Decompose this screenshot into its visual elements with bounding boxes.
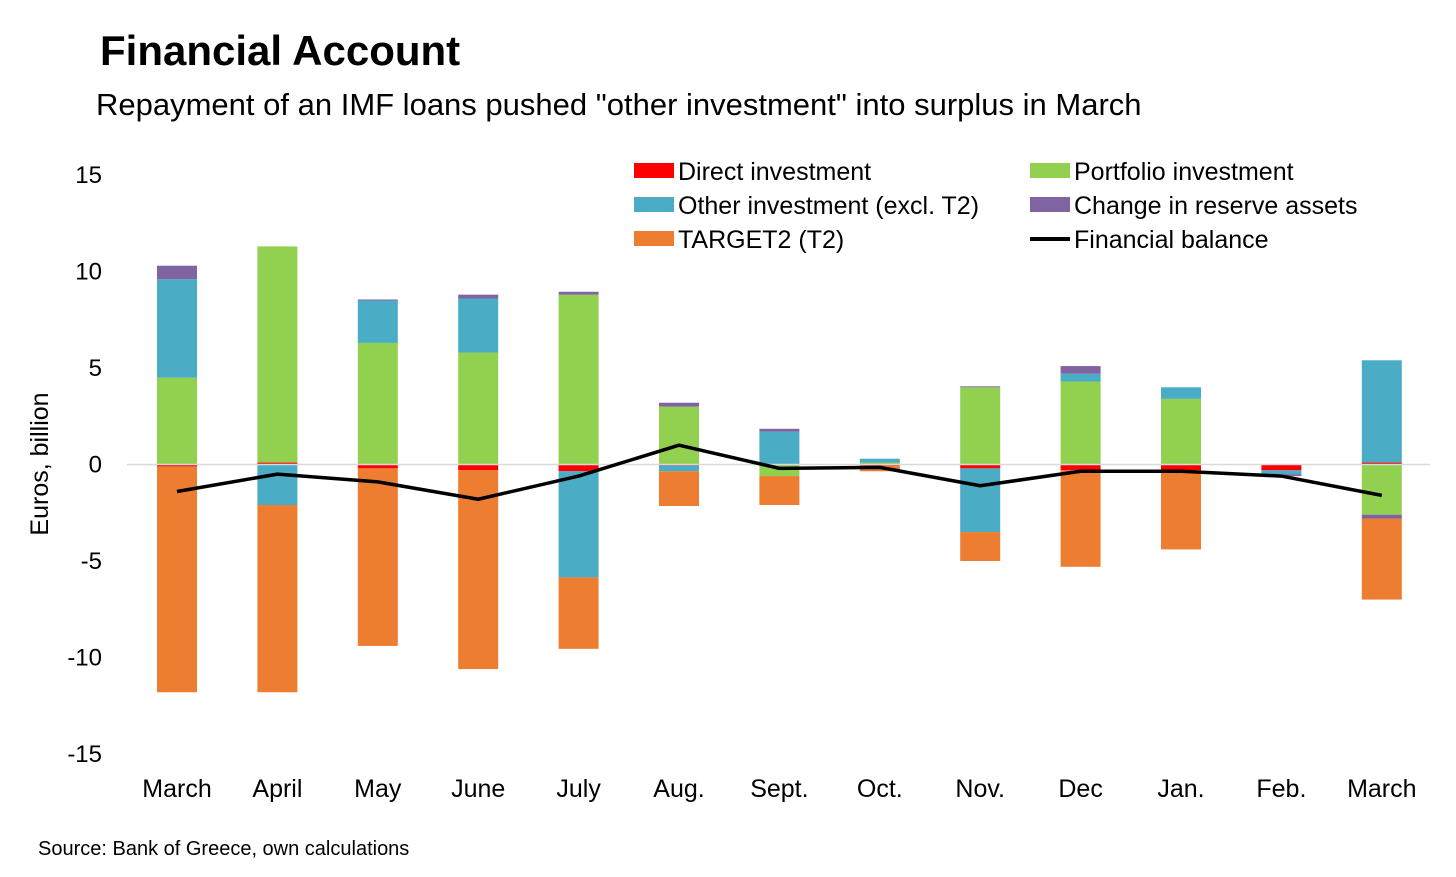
bar-portfolio-investment	[759, 464, 800, 477]
bar-target2-t2	[257, 505, 298, 693]
legend-label: TARGET2 (T2)	[678, 226, 844, 254]
bar-change-in-reserve-assets	[759, 428, 800, 432]
legend-label: Change in reserve assets	[1074, 192, 1357, 220]
x-tick-label: July	[556, 775, 601, 803]
y-tick-label: 5	[89, 355, 102, 382]
bar-portfolio-investment	[257, 246, 298, 463]
x-tick-label: April	[252, 775, 302, 803]
financial-balance-line-group	[176, 443, 1383, 501]
bar-other-investment-excl-t2	[257, 464, 298, 506]
bar-other-investment-excl-t2	[558, 471, 599, 578]
bar-target2-t2	[659, 471, 699, 506]
source-note: Source: Bank of Greece, own calculations	[38, 838, 410, 860]
bar-portfolio-investment	[1361, 464, 1402, 515]
bar-change-in-reserve-assets	[659, 402, 699, 407]
bar-change-in-reserve-assets	[1361, 514, 1402, 519]
bar-target2-t2	[1161, 470, 1201, 550]
x-tick-label: Aug.	[653, 775, 704, 803]
legend-label: Portfolio investment	[1074, 158, 1294, 186]
bar-direct-investment	[1060, 464, 1101, 471]
x-tick-label: March	[1347, 775, 1416, 803]
x-axis: March April May June July Aug. Sept. Oct. Nov. De…	[142, 775, 1416, 803]
y-tick-label: -10	[67, 645, 102, 672]
bar-portfolio-investment	[960, 387, 1001, 465]
bar-direct-investment	[1361, 462, 1402, 465]
bar-direct-investment	[157, 464, 197, 467]
x-tick-label: Jan.	[1157, 775, 1204, 803]
legend-swatch	[634, 163, 674, 178]
bar-direct-investment	[458, 464, 499, 471]
bar-change-in-reserve-assets	[1060, 366, 1101, 374]
bar-other-investment-excl-t2	[1361, 360, 1402, 463]
legend-label: Other investment (excl. T2)	[678, 192, 979, 220]
bar-other-investment-excl-t2	[458, 298, 499, 353]
bar-change-in-reserve-assets	[960, 386, 1001, 388]
bar-portfolio-investment	[659, 406, 699, 465]
legend-swatch	[1030, 163, 1070, 178]
bar-target2-t2	[558, 577, 599, 649]
financial-balance-line	[176, 443, 1383, 501]
bar-change-in-reserve-assets	[558, 291, 599, 295]
bar-portfolio-investment	[558, 294, 599, 465]
legend-label: Direct investment	[678, 158, 871, 186]
bar-other-investment-excl-t2	[357, 300, 398, 343]
y-tick-label: 0	[89, 452, 102, 479]
legend: Direct investment Portfolio investment Oth…	[634, 158, 1357, 254]
bar-portfolio-investment	[1060, 381, 1101, 465]
bar-target2-t2	[157, 466, 197, 693]
bar-series-group	[157, 246, 1402, 693]
y-tick-label: 15	[75, 162, 102, 189]
legend-swatch	[634, 231, 674, 246]
bar-other-investment-excl-t2	[759, 431, 800, 465]
bar-direct-investment	[257, 462, 298, 465]
bar-direct-investment	[357, 464, 398, 469]
x-tick-label: Nov.	[955, 775, 1005, 803]
bar-portfolio-investment	[1161, 398, 1201, 465]
x-tick-label: March	[142, 775, 211, 803]
x-tick-label: Feb.	[1256, 775, 1306, 803]
bar-change-in-reserve-assets	[458, 294, 499, 299]
legend-label: Financial balance	[1074, 226, 1269, 254]
y-tick-label: -15	[67, 741, 102, 768]
bar-target2-t2	[759, 476, 800, 506]
bar-portfolio-investment	[458, 352, 499, 465]
bar-portfolio-investment	[859, 462, 900, 465]
chart-title: Financial Account	[100, 27, 461, 74]
x-tick-label: Oct.	[857, 775, 903, 803]
bar-direct-investment	[1261, 464, 1302, 471]
bar-other-investment-excl-t2	[1161, 387, 1201, 399]
bar-other-investment-excl-t2	[1060, 373, 1101, 382]
bar-target2-t2	[357, 468, 398, 646]
bar-portfolio-investment	[157, 377, 197, 465]
bar-other-investment-excl-t2	[659, 465, 699, 472]
x-tick-label: June	[451, 775, 505, 803]
bar-change-in-reserve-assets	[357, 299, 398, 301]
bar-target2-t2	[458, 470, 499, 670]
bar-other-investment-excl-t2	[157, 279, 197, 378]
x-tick-label: May	[354, 775, 402, 803]
y-tick-label: -5	[81, 548, 102, 575]
legend-swatch	[634, 197, 674, 212]
bar-portfolio-investment	[357, 342, 398, 465]
bar-direct-investment	[960, 464, 1001, 469]
bar-other-investment-excl-t2	[859, 458, 900, 463]
bar-direct-investment	[558, 464, 599, 472]
bar-target2-t2	[1361, 518, 1402, 600]
bar-target2-t2	[960, 532, 1001, 561]
legend-swatch	[1030, 197, 1070, 212]
y-axis-label: Euros, billion	[26, 392, 54, 535]
x-tick-label: Dec	[1058, 775, 1102, 803]
bar-other-investment-excl-t2	[1261, 470, 1302, 475]
bar-target2-t2	[1060, 470, 1101, 567]
bar-change-in-reserve-assets	[157, 265, 197, 280]
bar-direct-investment	[1161, 464, 1201, 471]
y-tick-label: 10	[75, 259, 102, 286]
y-axis: 15 10 5 0 -5 -10 -15	[67, 162, 102, 768]
bar-other-investment-excl-t2	[960, 468, 1001, 533]
chart-subtitle: Repayment of an IMF loans pushed "other …	[96, 87, 1142, 122]
x-tick-label: Sept.	[750, 775, 808, 803]
